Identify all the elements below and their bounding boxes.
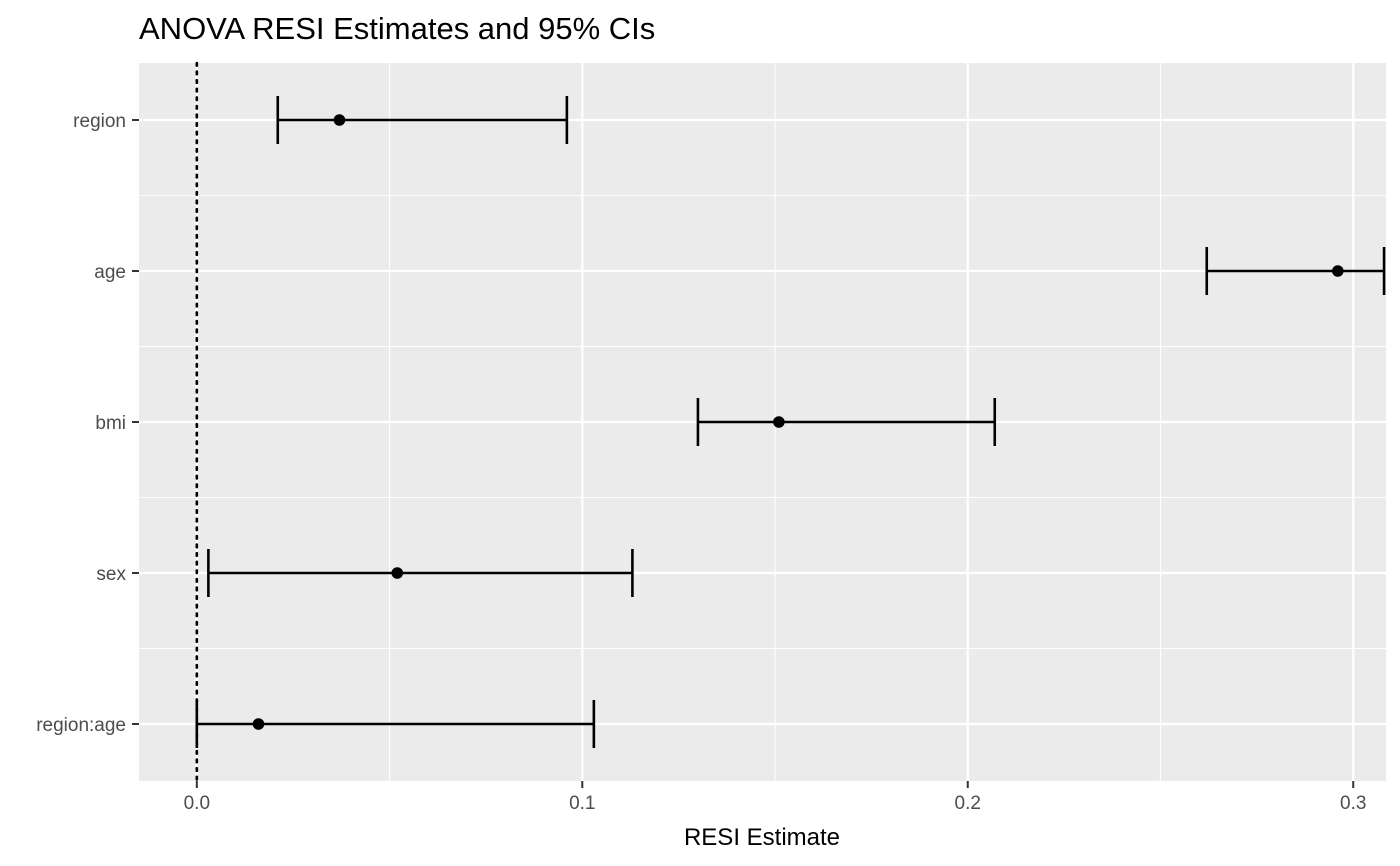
x-tick-label: 0.1 xyxy=(569,793,595,814)
x-tick-label: 0.2 xyxy=(955,793,981,814)
y-tick-label: age xyxy=(94,262,126,283)
interval-marks xyxy=(195,96,1386,748)
estimate-point-region:age xyxy=(252,718,265,730)
estimate-point-region xyxy=(333,114,346,126)
chart-title: ANOVA RESI Estimates and 95% CIs xyxy=(139,11,655,46)
y-axis: region age bmi sex region:age xyxy=(36,111,139,736)
y-tick-label: region:age xyxy=(36,715,126,736)
x-tick-label: 0.0 xyxy=(184,793,210,814)
estimate-point-bmi xyxy=(773,416,785,428)
estimate-point-age xyxy=(1332,265,1344,277)
y-tick-label: region xyxy=(73,111,126,132)
estimate-point-sex xyxy=(391,567,404,579)
x-axis-title: RESI Estimate xyxy=(684,824,840,851)
x-tick-label: 0.3 xyxy=(1340,793,1366,814)
y-tick-label: sex xyxy=(96,564,126,585)
y-tick-label: bmi xyxy=(95,413,126,434)
x-axis: 0.0 0.1 0.2 0.3 xyxy=(184,781,1366,814)
